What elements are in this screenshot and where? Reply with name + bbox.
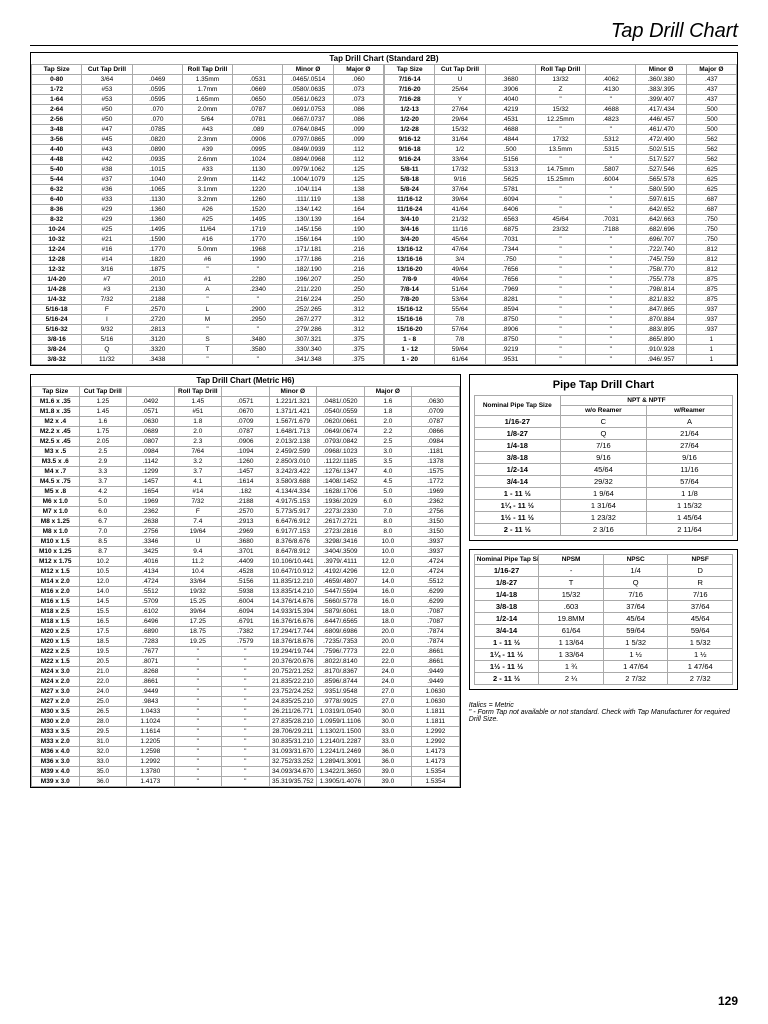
pipe-chart-1: Pipe Tap Drill Chart Nominal Pipe Tap Si… <box>469 374 738 541</box>
metric-chart: Tap Drill Chart (Metric H6) Tap SizeCut … <box>30 374 461 788</box>
chart2-title: Tap Drill Chart (Metric H6) <box>31 375 460 386</box>
page-number: 129 <box>718 994 738 1008</box>
page-title: Tap Drill Chart <box>30 20 738 46</box>
pipe-chart-2: Nominal Pipe Tap SizeNPSMNPSCNPSF1/16-27… <box>469 549 738 690</box>
footnote: Italics = Metric" - Form Tap not availab… <box>469 702 738 723</box>
chart1-right-table: Tap SizeCut Tap DrillRoll Tap DrillMinor… <box>384 64 737 365</box>
pipe1-table: Nominal Pipe Tap SizeNPT & NPTFw/o Reame… <box>474 395 733 536</box>
chart1-title: Tap Drill Chart (Standard 2B) <box>31 53 737 64</box>
pipe1-title: Pipe Tap Drill Chart <box>474 379 733 391</box>
chart1-left-table: Tap SizeCut Tap DrillRoll Tap DrillMinor… <box>31 64 384 365</box>
chart2-table: Tap SizeCut Tap DrillRoll Tap DrillMinor… <box>31 386 460 787</box>
standard-chart: Tap Drill Chart (Standard 2B) Tap SizeCu… <box>30 52 738 366</box>
pipe2-table: Nominal Pipe Tap SizeNPSMNPSCNPSF1/16-27… <box>474 554 733 685</box>
